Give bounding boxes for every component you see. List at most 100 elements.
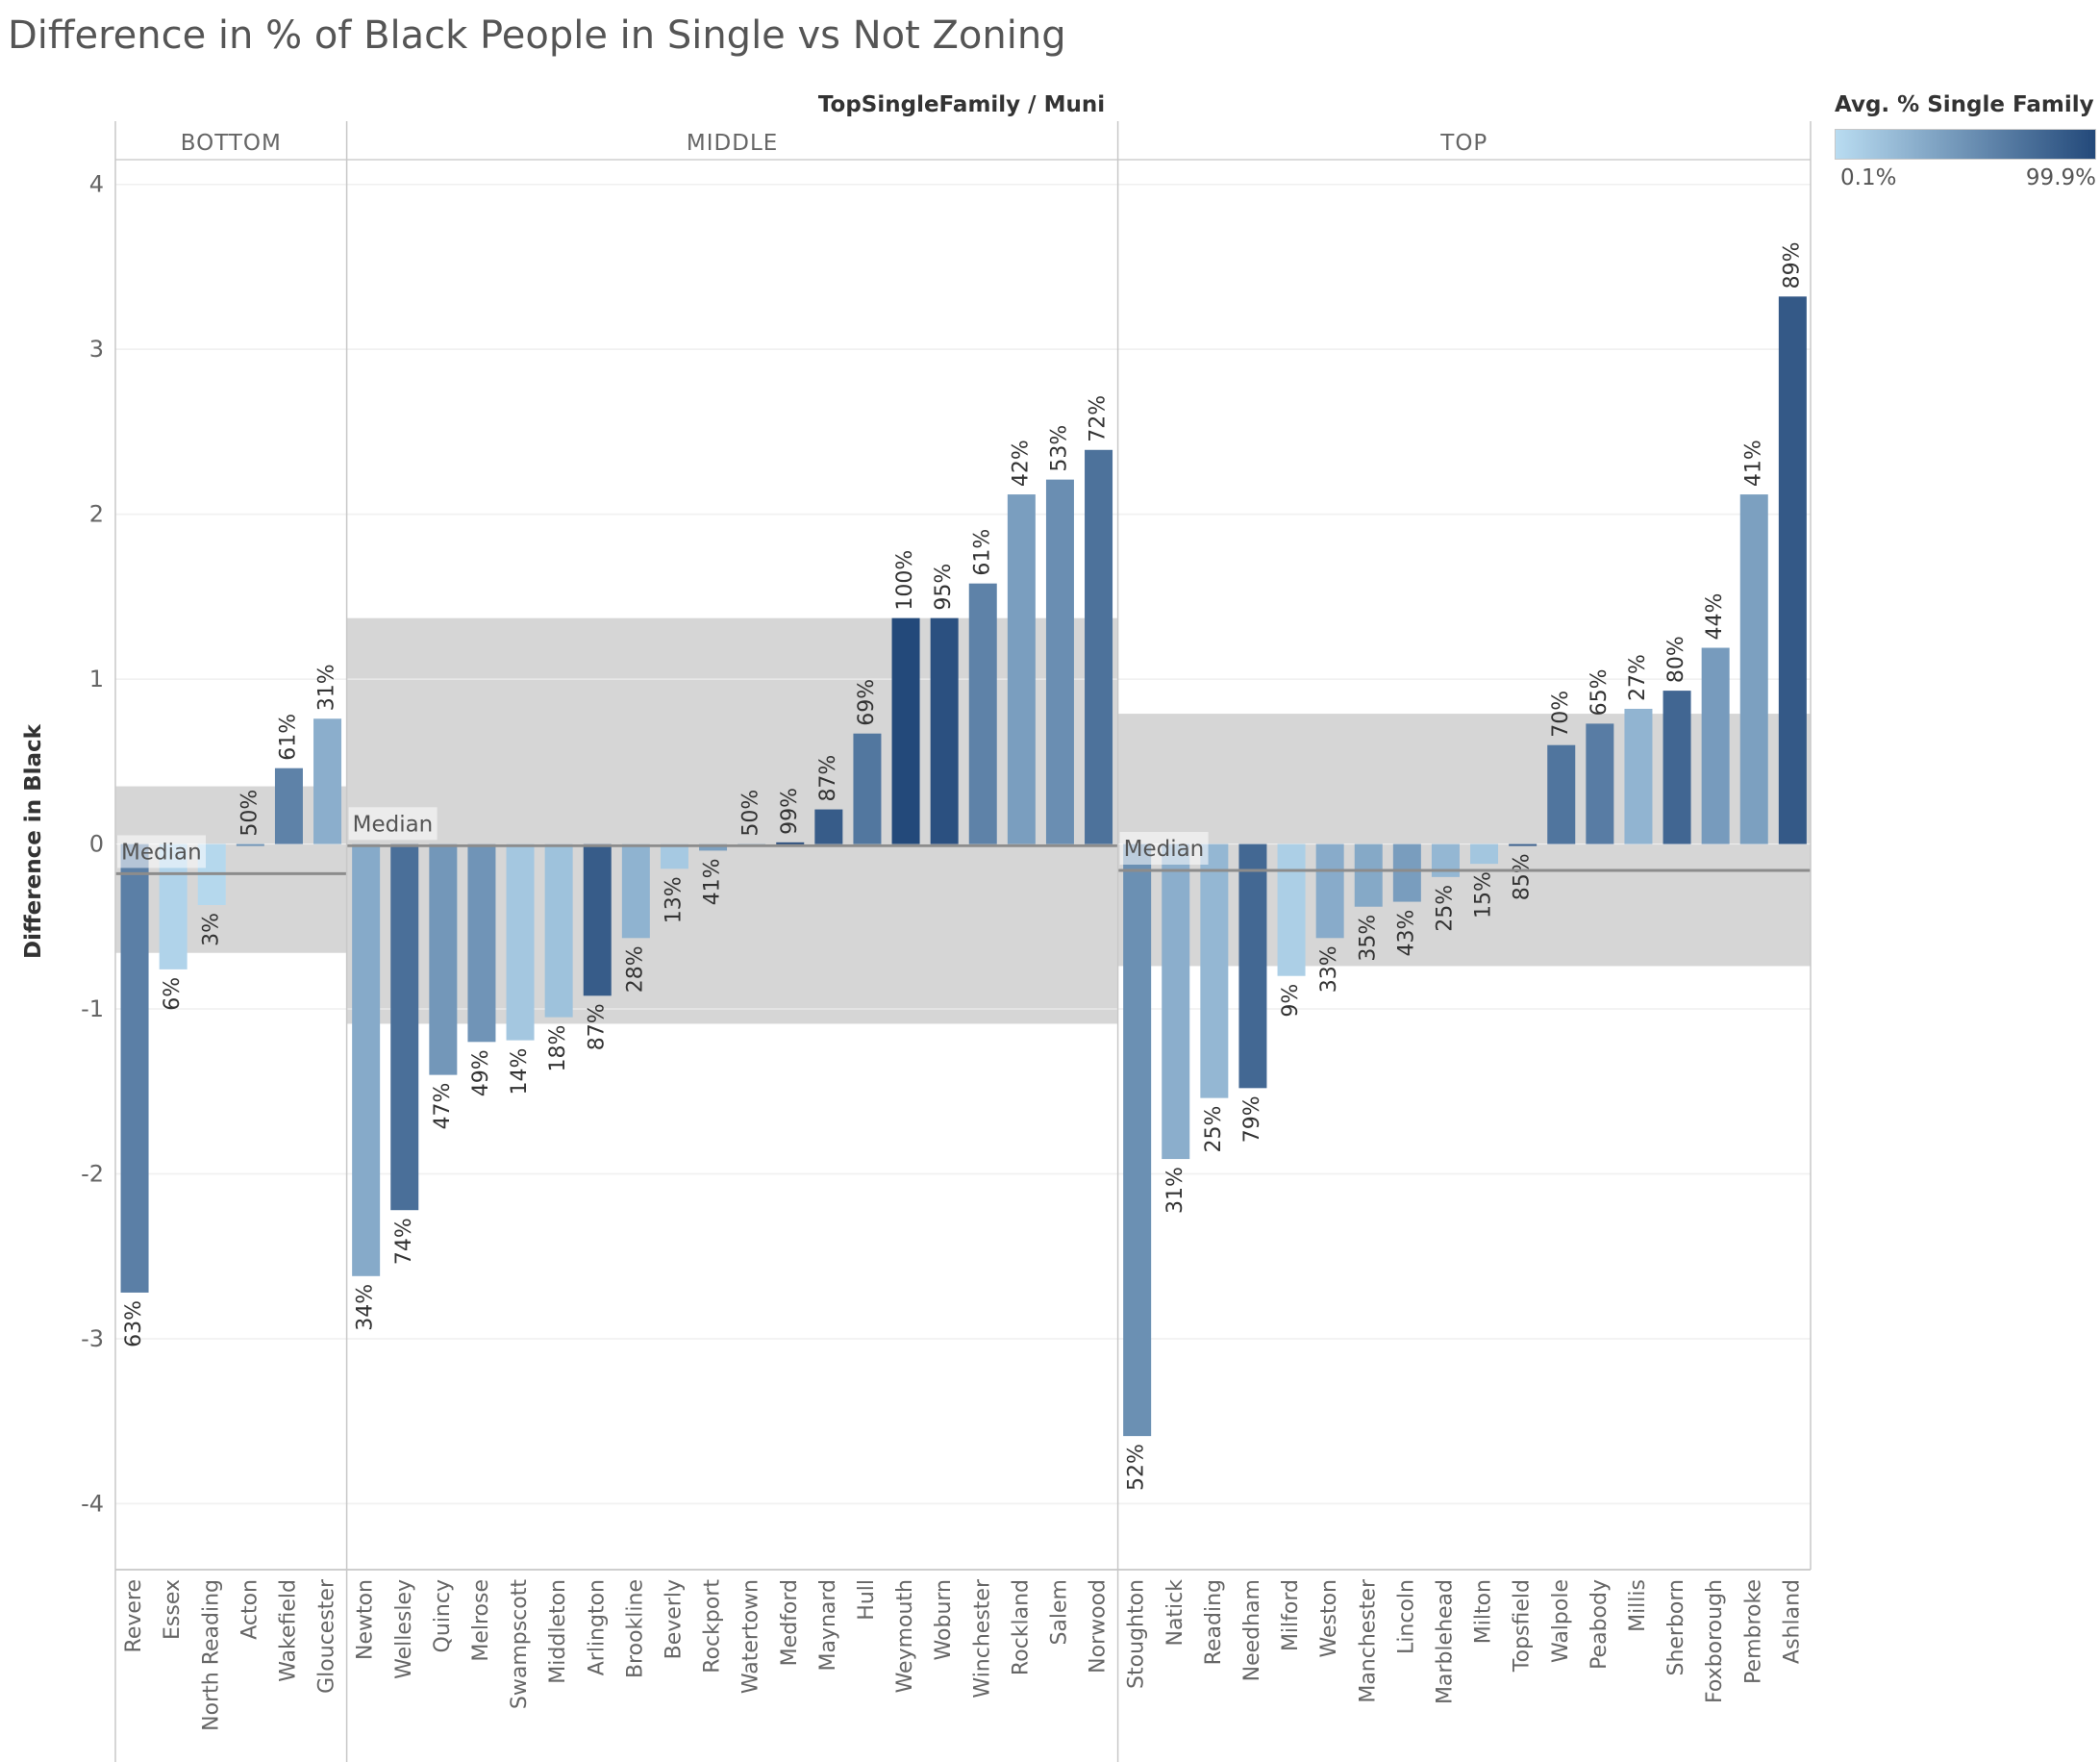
data-label: 95% [932,564,956,611]
legend-min-label: 0.1% [1840,165,1897,190]
category-label: Winchester [970,1578,994,1699]
data-label: 27% [1626,654,1650,701]
data-label: 50% [739,790,763,837]
bar [1547,744,1576,844]
bar [1470,843,1499,865]
data-label: 53% [1047,425,1071,472]
category-label: Medford [778,1579,802,1666]
data-label: 9% [1279,984,1303,1018]
bar [352,843,381,1276]
bar [544,843,573,1018]
category-label: Topsfield [1511,1579,1535,1673]
category-label: Stoughton [1125,1579,1149,1689]
y-tick-label: -4 [81,1490,104,1517]
data-label: 99% [778,788,802,835]
category-label: Hull [855,1579,879,1621]
category-label: Lincoln [1394,1579,1418,1654]
bar [699,843,728,851]
category-label: Arlington [585,1579,609,1675]
legend-title: Avg. % Single Family [1835,92,2094,117]
bar [506,843,535,1041]
data-label: 47% [431,1083,455,1130]
y-tick-label: 3 [89,336,104,363]
bar [429,843,458,1075]
category-label: Middleton [546,1579,570,1684]
category-label: Natick [1163,1579,1188,1647]
median-label: Median [353,812,434,837]
category-label: Salem [1047,1579,1071,1646]
data-label: 49% [469,1049,493,1096]
bar [1431,843,1460,877]
median-label-bg [117,835,206,868]
data-label: 25% [1202,1106,1226,1153]
panel-header: BOTTOM [181,131,282,156]
bar [120,843,149,1293]
data-label: 65% [1588,668,1612,716]
data-label: 87% [585,1003,609,1050]
category-label: Newton [354,1579,378,1660]
y-tick-label: 2 [89,501,104,528]
panel-header: MIDDLE [687,131,778,156]
y-tick-label: 1 [89,666,104,692]
category-label: Revere [122,1579,146,1652]
bar [1123,843,1152,1437]
data-label: 28% [623,945,647,993]
column-header: TopSingleFamily / Muni [818,92,1105,117]
median-label-bg [348,807,438,841]
data-label: 70% [1549,691,1573,738]
category-label: Gloucester [315,1578,339,1694]
data-label: 3% [199,913,223,946]
category-label: Quincy [431,1579,455,1652]
data-label: 13% [662,876,686,923]
data-label: 80% [1664,636,1688,683]
category-label: Reading [1202,1579,1226,1665]
category-label: Weymouth [893,1579,917,1693]
data-label: 89% [1780,241,1804,289]
data-label: 87% [816,755,840,802]
y-tick-label: -2 [81,1160,104,1187]
data-label: 43% [1394,910,1418,957]
data-label: 50% [238,790,262,837]
bar [1739,494,1768,844]
bar [583,843,612,996]
data-label: 74% [392,1218,416,1265]
data-label: 85% [1511,853,1535,900]
median-label: Median [1124,837,1205,862]
reference-band [115,786,347,953]
bar [1509,843,1538,846]
y-tick-label: 4 [89,171,104,198]
category-label: Ashland [1780,1579,1804,1664]
data-label: 14% [508,1048,532,1095]
data-label: 41% [1741,440,1765,487]
chart-title: Difference in % of Black People in Singl… [8,13,1066,58]
category-label: Wellesley [392,1579,416,1679]
y-tick-label: -3 [81,1325,104,1352]
data-label: 15% [1472,871,1496,919]
data-label: 61% [970,529,994,576]
color-legend: Avg. % Single Family 0.1% 99.9% [1835,92,2100,194]
bar [1277,843,1306,976]
category-label: Marblehead [1433,1579,1457,1704]
data-label: 42% [1009,440,1033,487]
category-label: Melrose [469,1579,493,1662]
y-axis-title: Difference in Black [21,723,46,959]
plot-area: 63% Revere 6% Essex 3% North Reading 50% Acton 6… [81,121,1812,1762]
bar [621,843,650,939]
category-label: Maynard [816,1579,840,1672]
bar [1701,647,1730,844]
bar [1662,691,1691,844]
bar [1624,708,1653,844]
category-label: Peabody [1588,1579,1612,1670]
category-label: Swampscott [508,1579,532,1709]
data-label: 69% [855,679,879,726]
bar [1162,843,1190,1160]
category-label: North Reading [199,1579,223,1731]
bar [1354,843,1383,907]
data-label: 100% [893,550,917,611]
data-label: 52% [1125,1444,1149,1491]
category-label: Brookline [623,1579,647,1678]
bar [1315,843,1344,939]
category-label: Milton [1472,1579,1496,1644]
data-label: 31% [315,664,339,711]
bar [274,768,303,844]
